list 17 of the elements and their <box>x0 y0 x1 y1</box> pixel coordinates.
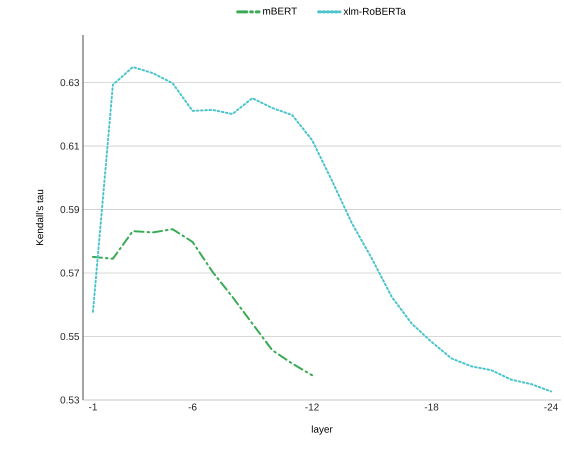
y-tick-label: 0.63 <box>60 79 80 86</box>
y-axis-title: Kendall's tau <box>36 190 44 246</box>
legend-label: mBERT <box>263 8 297 15</box>
line-series <box>92 66 552 392</box>
x-tick-label: -18 <box>424 404 438 411</box>
x-axis-title: layer <box>312 425 333 435</box>
y-tick-label: 0.59 <box>60 206 80 214</box>
x-tick-label: -1 <box>88 404 97 410</box>
y-tick-label: 0.55 <box>60 332 80 340</box>
line-series <box>92 228 314 376</box>
legend-label: xlm-RoBERTa <box>344 7 406 15</box>
y-tick-label: 0.61 <box>60 142 79 150</box>
x-tick-label: -12 <box>305 404 319 410</box>
x-tick-label: -6 <box>188 404 197 411</box>
y-tick-label: 0.53 <box>60 396 80 404</box>
x-tick-label: -24 <box>544 404 558 410</box>
y-tick-label: 0.57 <box>60 270 79 277</box>
